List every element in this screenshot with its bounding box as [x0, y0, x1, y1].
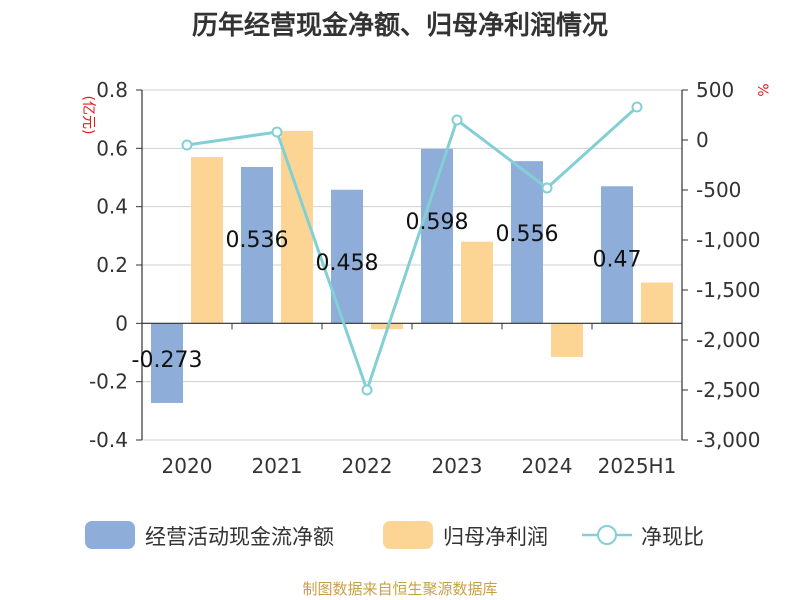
category-label: 2023 [432, 454, 483, 478]
right-axis-tick-label: -1,000 [696, 228, 760, 252]
ratio-point [271, 126, 283, 138]
bar-data-label: 0.47 [593, 247, 642, 272]
bar-data-label: 0.556 [496, 222, 559, 247]
ratio-point [451, 114, 463, 126]
left-axis-tick-label: -0.4 [89, 428, 128, 452]
ratio-point [181, 139, 193, 151]
left-axis-tick-label: 0.6 [96, 136, 128, 160]
category-label: 2025H1 [598, 454, 677, 478]
ratio-point [541, 182, 553, 194]
legend: 经营活动现金流净额 归母净利润 净现比 [85, 521, 704, 549]
right-axis-unit-label: % [754, 83, 770, 96]
left-axis-tick-label: 0.8 [96, 78, 128, 102]
legend-label-net-profit: 归母净利润 [443, 525, 548, 549]
legend-swatch-cashflow [85, 521, 135, 549]
ratio-line-series [181, 101, 643, 396]
right-axis-tick-label: -500 [696, 178, 741, 202]
bar-net-profit [461, 241, 493, 324]
left-axis-tick-label: -0.2 [89, 370, 128, 394]
legend-marker-ratio [597, 525, 617, 545]
left-axis-tick-label: 0 [115, 311, 128, 335]
right-axis-tick-label: -1,500 [696, 278, 760, 302]
right-axis-tick-label: -2,500 [696, 378, 760, 402]
bar-data-label: 0.536 [226, 228, 289, 253]
bar-cashflow [421, 148, 453, 324]
source-note: 制图数据来自恒生聚源数据库 [302, 580, 497, 598]
right-axis-tick-label: 0 [696, 128, 709, 152]
category-label: 2020 [162, 454, 213, 478]
category-label: 2022 [342, 454, 393, 478]
bar-data-label: -0.273 [132, 348, 203, 373]
left-axis-tick-label: 0.2 [96, 253, 128, 277]
chart-title: 历年经营现金净额、归母净利润情况 [192, 10, 608, 41]
left-axis-tick-label: 0.4 [96, 195, 128, 219]
ratio-point [361, 384, 373, 396]
bar-data-label: 0.458 [316, 251, 379, 276]
ratio-line [186, 105, 639, 395]
bar-net-profit [191, 157, 223, 324]
legend-label-ratio: 净现比 [641, 525, 704, 549]
left-axis-unit-label: (亿元) [80, 96, 96, 135]
data-labels: -0.273 0.536 0.458 0.598 0.556 0.47 [132, 210, 642, 373]
right-axis-tick-label: 500 [696, 78, 734, 102]
legend-swatch-net-profit [383, 521, 433, 549]
ratio-point [631, 101, 643, 113]
right-axis-tick-label: -3,000 [696, 428, 760, 452]
bar-data-label: 0.598 [406, 210, 469, 235]
category-label: 2024 [522, 454, 573, 478]
bar-cashflow [601, 186, 633, 324]
bar-net-profit [551, 323, 583, 357]
bar-cashflow [511, 161, 543, 324]
axes: 0.8 0.6 0.4 0.2 0 -0.2 -0.4 500 0 -500 -1,000 -1,50… [80, 78, 770, 478]
bar-cashflow [241, 167, 273, 324]
bar-cashflow [151, 323, 183, 403]
category-label: 2021 [252, 454, 303, 478]
right-axis-tick-label: -2,000 [696, 328, 760, 352]
bar-net-profit [641, 282, 673, 324]
legend-label-cashflow: 经营活动现金流净额 [145, 525, 334, 549]
